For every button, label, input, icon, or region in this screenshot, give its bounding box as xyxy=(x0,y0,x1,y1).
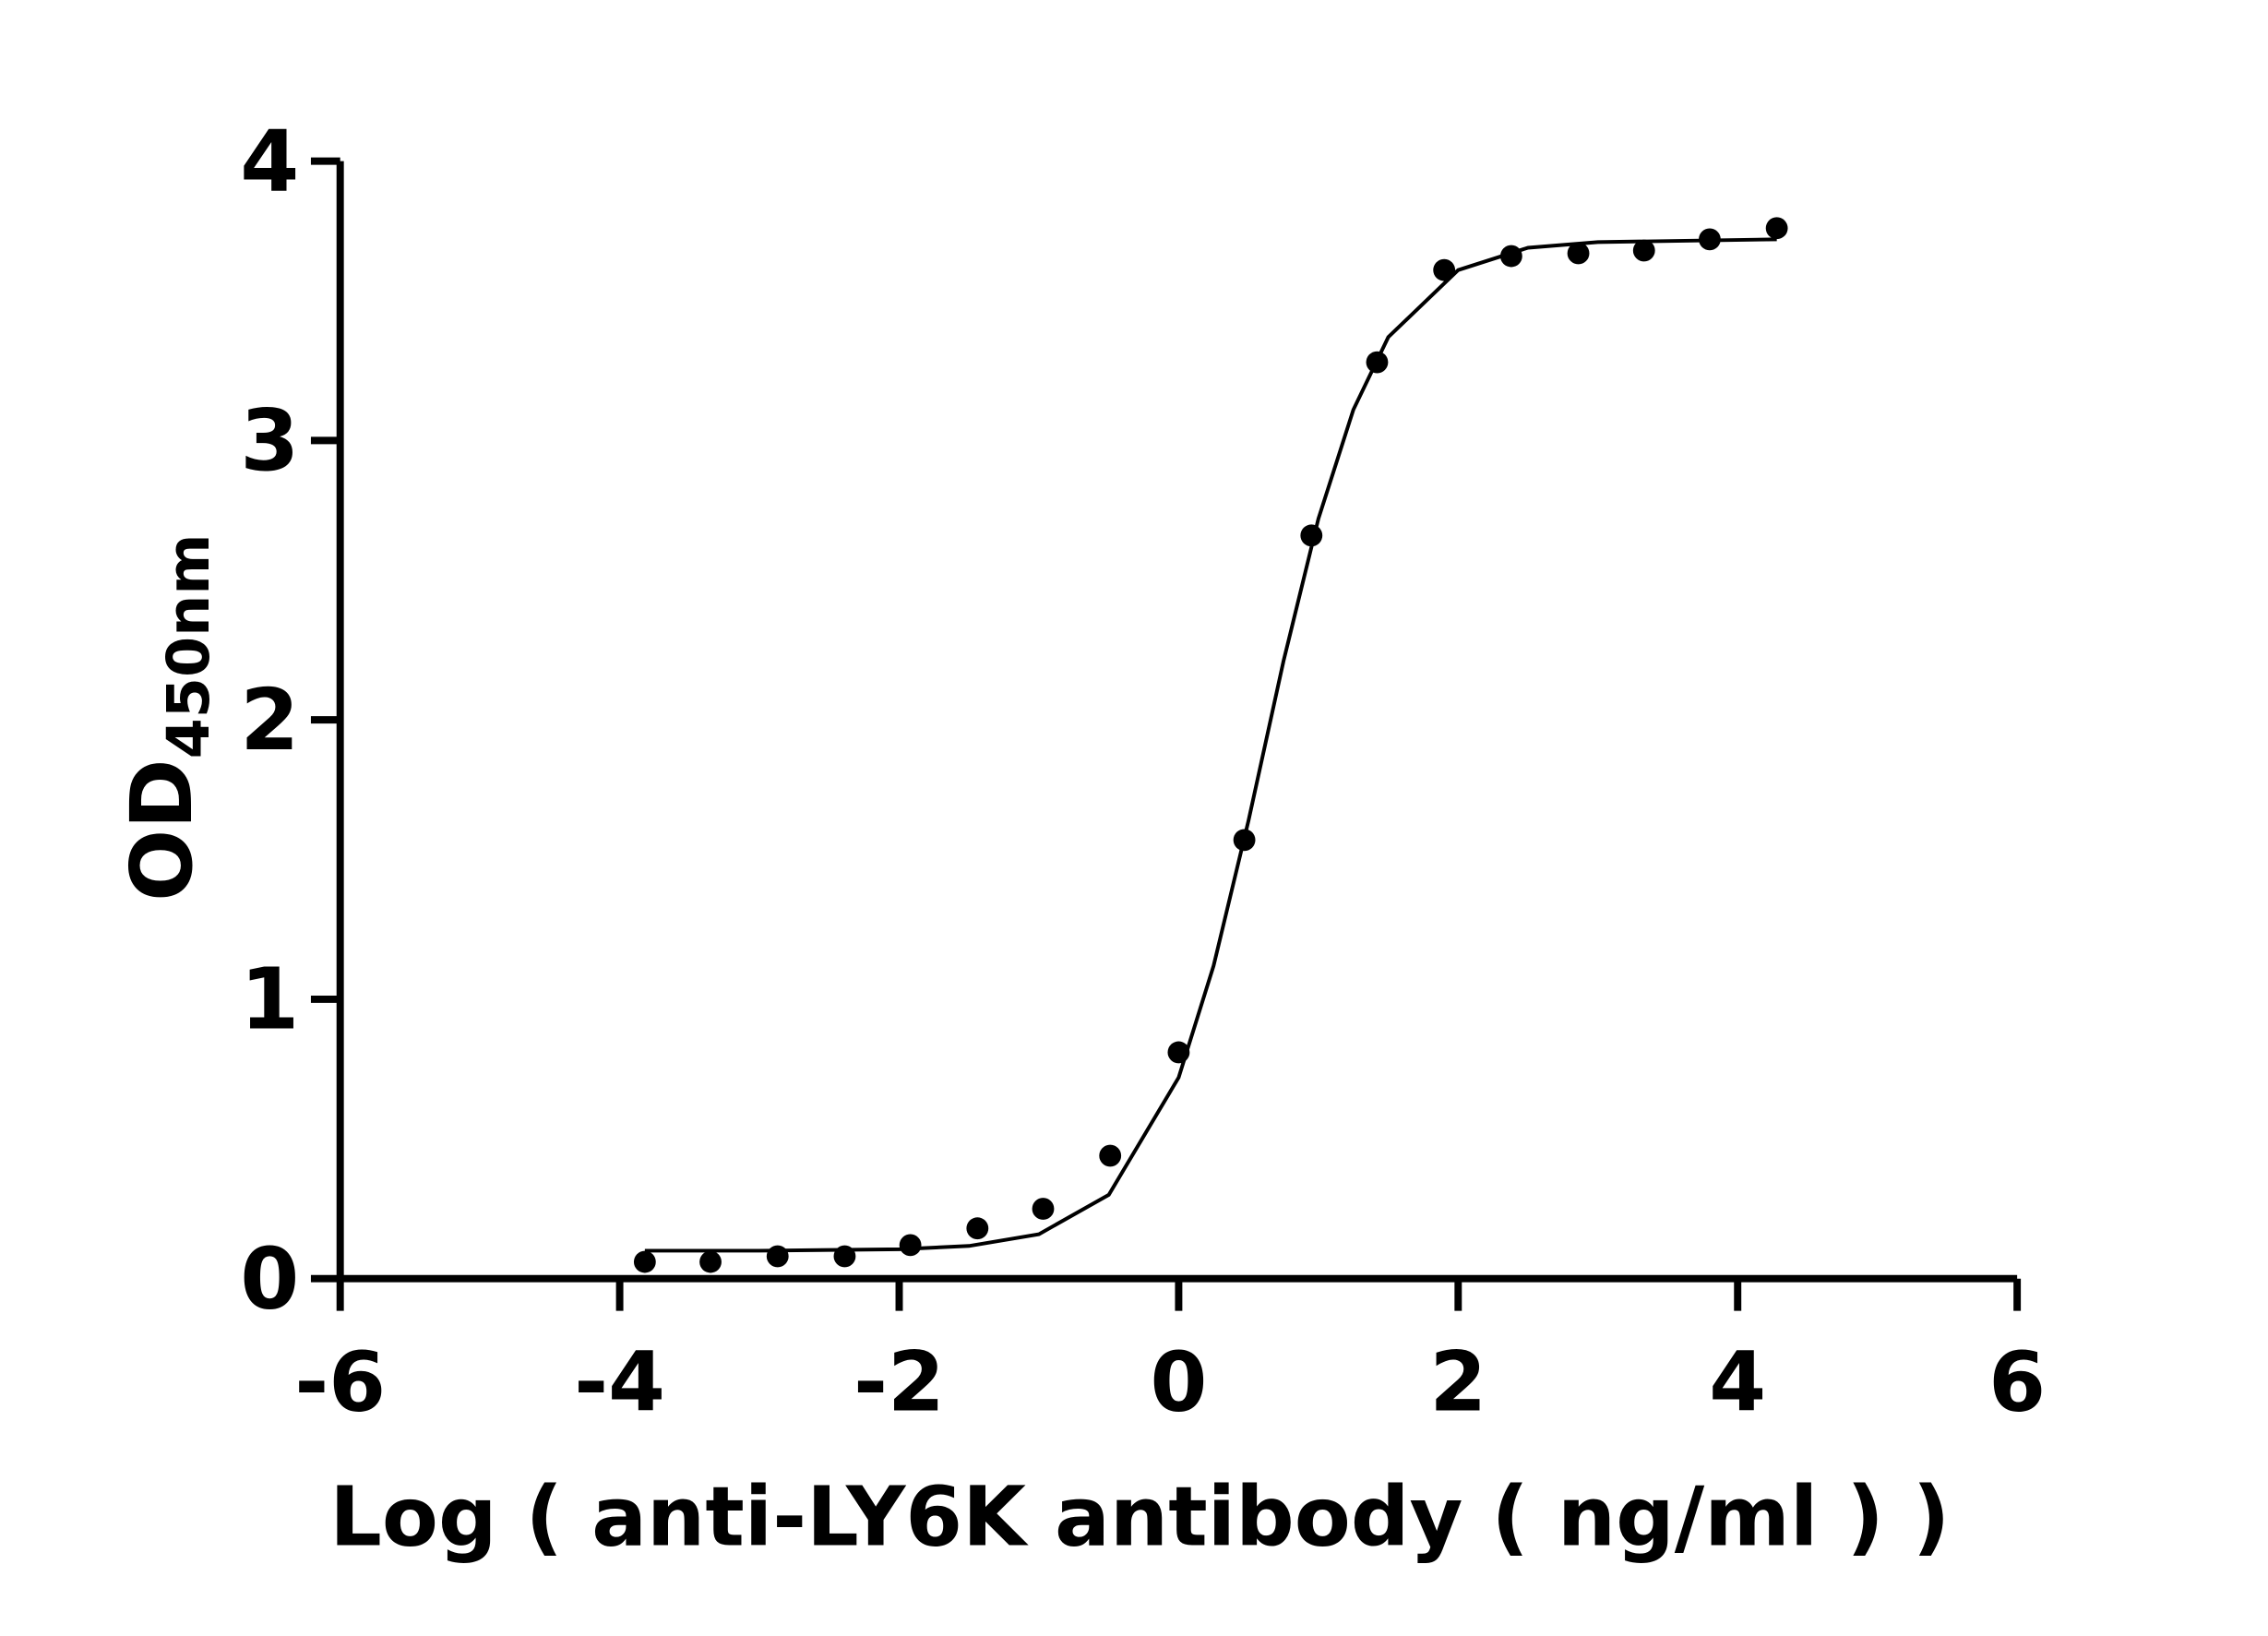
x-tick-label: 0 xyxy=(1150,1334,1207,1430)
fit-curve xyxy=(644,237,1777,1253)
x-tick-label: -4 xyxy=(574,1334,665,1430)
data-point xyxy=(1567,242,1590,265)
data-point xyxy=(1032,1198,1055,1220)
data-point xyxy=(766,1245,789,1268)
data-point xyxy=(699,1250,722,1273)
x-tick-label: 4 xyxy=(1709,1334,1766,1430)
y-tick-label: 0 xyxy=(240,1229,299,1328)
x-tick-label: 6 xyxy=(1988,1334,2046,1430)
x-tick-label: 2 xyxy=(1429,1334,1486,1430)
y-tick-label: 4 xyxy=(240,112,299,210)
y-tick-label: 3 xyxy=(240,391,299,490)
data-point xyxy=(1632,239,1655,262)
data-point xyxy=(633,1250,656,1273)
data-point xyxy=(1099,1144,1122,1167)
y-tick-label: 2 xyxy=(240,671,299,770)
data-point xyxy=(1433,258,1456,281)
y-axis-label: OD450nm xyxy=(113,534,222,902)
x-tick-label: -6 xyxy=(294,1334,386,1430)
y-tick-label: 1 xyxy=(240,950,299,1049)
x-tick-label: -2 xyxy=(853,1334,945,1430)
data-point xyxy=(966,1217,989,1240)
x-axis-label: Log ( anti-LY6K antibody ( ng/ml ) ) xyxy=(329,1469,1950,1565)
data-point xyxy=(899,1234,922,1257)
data-point xyxy=(1765,217,1788,240)
y-label-subscript: 450nm xyxy=(154,534,222,759)
y-label-main: OD xyxy=(113,758,211,902)
